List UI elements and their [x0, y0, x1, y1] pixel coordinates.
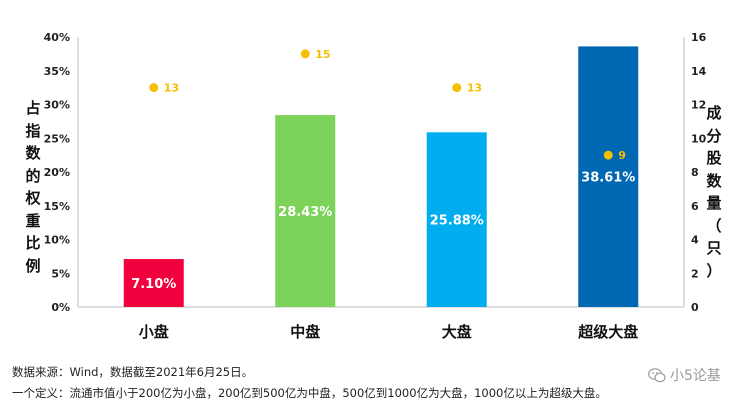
count-label: 9 [618, 149, 626, 162]
watermark: 小5论基 [648, 365, 721, 385]
left-tick-label: 35% [44, 65, 70, 78]
right-tick-label: 14 [691, 65, 707, 78]
left-tick-label: 5% [51, 267, 70, 280]
count-marker [603, 150, 613, 160]
category-label: 小盘 [139, 323, 169, 341]
left-axis-ticks: 0% 5% 10% 15% 20% 25% 30% 35% 40% [44, 31, 70, 314]
bars [123, 46, 639, 307]
right-tick-label: 4 [691, 234, 699, 247]
bar-value-labels: 7.10% 28.43% 25.88% 38.61% [131, 171, 635, 292]
bar-value-label: 38.61% [581, 171, 635, 186]
left-tick-label: 40% [44, 31, 70, 44]
category-label: 超级大盘 [577, 323, 638, 341]
watermark-text: 小5论基 [670, 368, 721, 384]
category-label: 中盘 [290, 323, 320, 341]
right-tick-label: 10 [691, 132, 707, 145]
count-label: 13 [164, 82, 179, 95]
y-axis-label-right: 成分股数量（只） [706, 104, 722, 280]
bar-value-label: 7.10% [131, 277, 176, 292]
y-axis-label-left: 占指数的权重比例 [25, 99, 41, 275]
count-label: 15 [315, 48, 330, 61]
left-tick-label: 0% [51, 301, 70, 314]
left-tick-label: 25% [44, 132, 70, 145]
count-marker [452, 83, 462, 93]
bar [578, 46, 639, 307]
left-tick-label: 10% [44, 234, 70, 247]
right-tick-label: 2 [691, 267, 699, 280]
right-tick-label: 16 [691, 31, 707, 44]
bar-value-label: 28.43% [278, 205, 332, 220]
bar [275, 115, 336, 307]
right-tick-label: 0 [691, 301, 699, 314]
right-tick-label: 8 [691, 166, 699, 179]
count-markers: 13 15 13 9 [149, 48, 626, 162]
category-label: 大盘 [442, 323, 472, 341]
right-axis-ticks: 0 2 4 6 8 10 12 14 16 [691, 31, 707, 314]
bar-value-label: 25.88% [430, 214, 484, 229]
bar [123, 259, 184, 307]
right-tick-label: 12 [691, 99, 706, 112]
bar [426, 132, 487, 307]
left-tick-label: 20% [44, 166, 70, 179]
count-marker [300, 49, 310, 59]
count-marker [149, 83, 159, 93]
source-note: 数据来源：Wind，数据截至2021年6月25日。 [12, 365, 254, 379]
count-label: 13 [467, 82, 482, 95]
category-labels: 小盘 中盘 大盘 超级大盘 [139, 323, 639, 341]
definition-note: 一个定义：流通市值小于200亿为小盘，200亿到500亿为中盘，500亿到100… [12, 386, 607, 400]
left-tick-label: 30% [44, 99, 70, 112]
wechat-icon [648, 367, 666, 382]
left-tick-label: 15% [44, 200, 70, 213]
right-tick-label: 6 [691, 200, 699, 213]
